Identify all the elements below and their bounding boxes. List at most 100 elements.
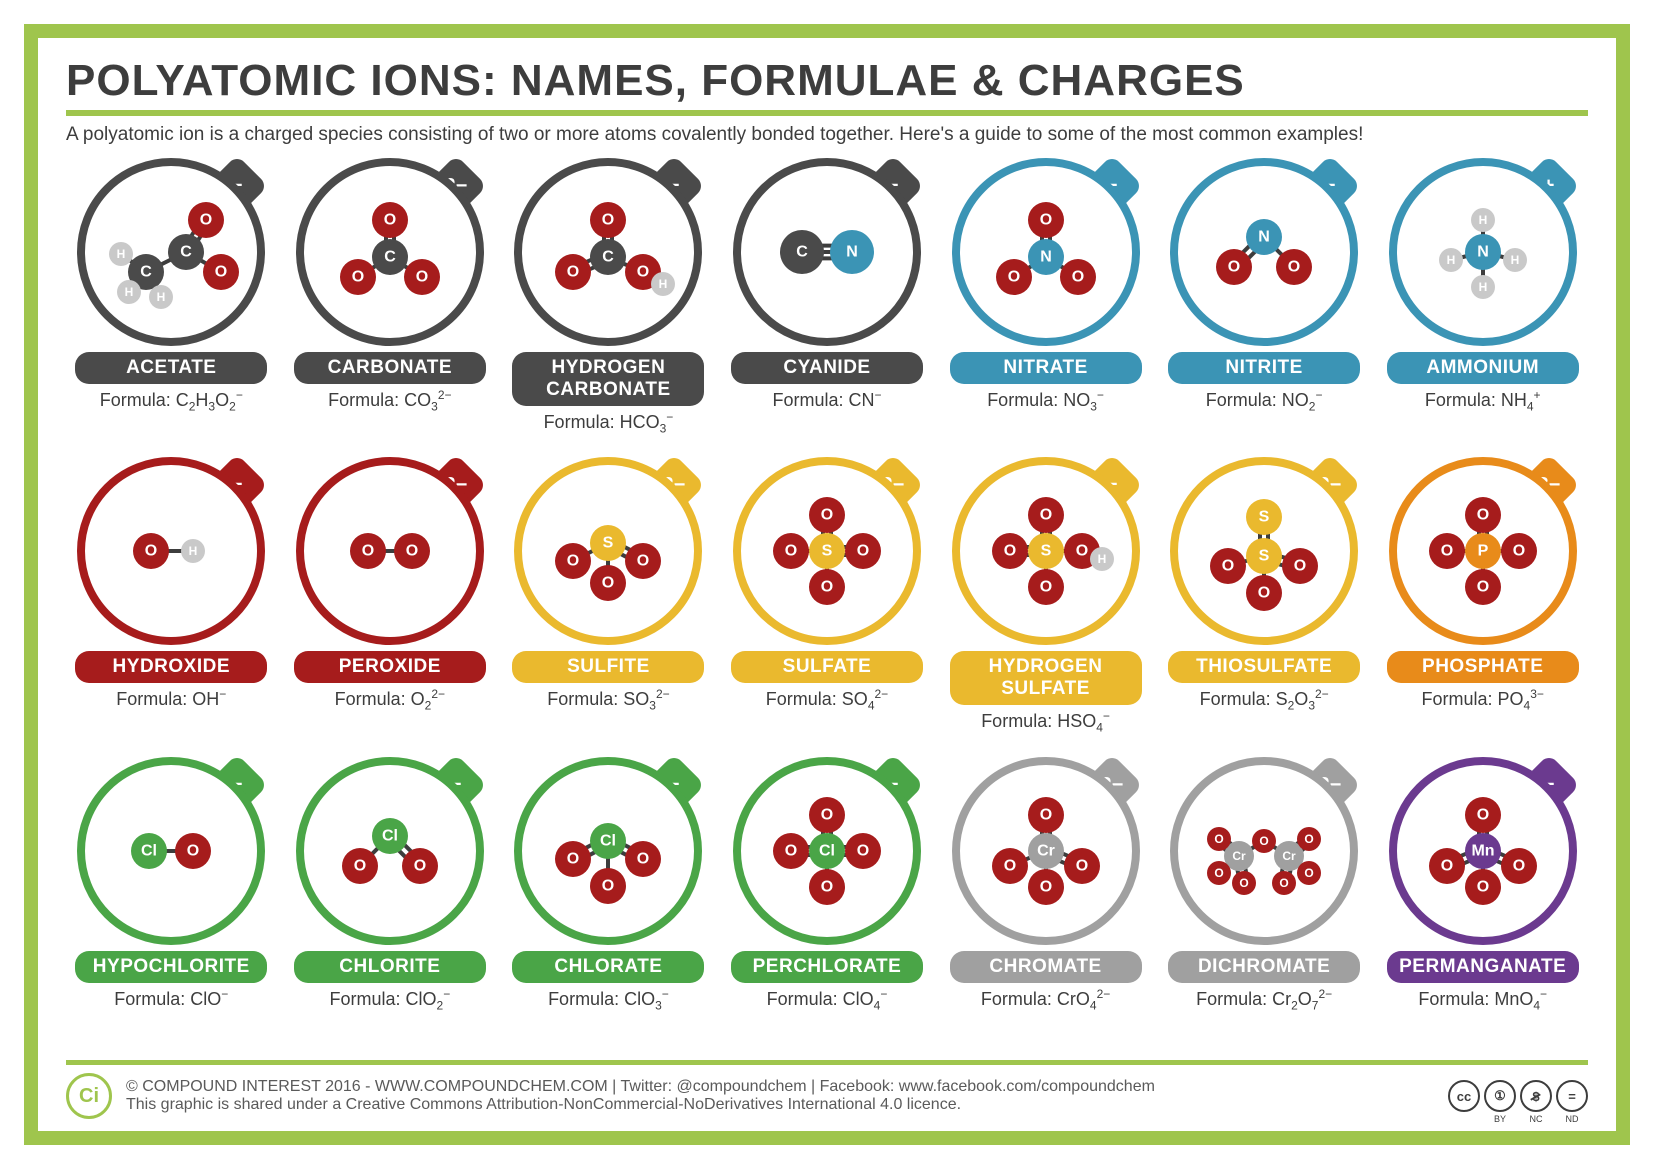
ion-formula: Formula: ClO− xyxy=(114,987,228,1010)
ion-circle: CrOOOO xyxy=(952,757,1140,945)
footer: Ci © COMPOUND INTEREST 2016 - WWW.COMPOU… xyxy=(66,1060,1588,1119)
ion-formula: Formula: S2O32− xyxy=(1200,687,1329,713)
ion-card: − ClO HYPOCHLORITE Formula: ClO− xyxy=(66,757,277,1050)
svg-text:O: O xyxy=(1007,269,1019,286)
svg-text:O: O xyxy=(1039,878,1051,895)
svg-text:O: O xyxy=(1003,857,1015,874)
ion-name-label: CHLORITE xyxy=(294,951,486,983)
svg-text:Cl: Cl xyxy=(141,842,157,859)
svg-text:O: O xyxy=(384,212,396,229)
svg-text:O: O xyxy=(1476,806,1488,823)
ion-circle: MnOOOO xyxy=(1389,757,1577,945)
svg-text:S: S xyxy=(603,535,614,552)
svg-text:O: O xyxy=(1228,259,1240,276)
ion-name-label: CHROMATE xyxy=(950,951,1142,983)
ion-circle: POOOO xyxy=(1389,457,1577,645)
ion-name-label: NITRATE xyxy=(950,352,1142,384)
ion-formula: Formula: NH4+ xyxy=(1425,388,1541,414)
svg-text:O: O xyxy=(785,842,797,859)
ion-card: + NHHHH AMMONIUM Formula: NH4+ xyxy=(1377,158,1588,451)
ion-card: − COOOH HYDROGEN CARBONATE Formula: HCO3… xyxy=(503,158,714,451)
ion-name-label: HYPOCHLORITE xyxy=(75,951,267,983)
svg-text:H: H xyxy=(1478,280,1487,294)
svg-text:O: O xyxy=(1288,259,1300,276)
ion-formula: Formula: ClO4− xyxy=(767,987,888,1013)
ion-formula: Formula: Cr2O72− xyxy=(1196,987,1332,1013)
ion-circle: ClOOOO xyxy=(733,757,921,945)
svg-text:O: O xyxy=(821,806,833,823)
ion-formula: Formula: SO32− xyxy=(547,687,669,713)
footer-line1: © COMPOUND INTEREST 2016 - WWW.COMPOUNDC… xyxy=(126,1078,1155,1096)
svg-text:O: O xyxy=(354,857,366,874)
ion-circle: COOOH xyxy=(514,158,702,346)
ion-name-label: THIOSULFATE xyxy=(1168,651,1360,683)
ion-card: − NOO NITRITE Formula: NO2− xyxy=(1159,158,1370,451)
svg-text:O: O xyxy=(821,579,833,596)
svg-text:O: O xyxy=(1476,579,1488,596)
svg-text:H: H xyxy=(1446,253,1455,267)
ion-formula: Formula: HCO3− xyxy=(544,410,674,436)
svg-text:O: O xyxy=(602,575,614,592)
svg-text:Cr: Cr xyxy=(1037,842,1055,859)
svg-text:O: O xyxy=(1071,269,1083,286)
svg-text:H: H xyxy=(1478,213,1487,227)
footer-text: © COMPOUND INTEREST 2016 - WWW.COMPOUNDC… xyxy=(126,1078,1155,1114)
svg-text:O: O xyxy=(637,553,649,570)
ion-card: 2− SOOOO SULFATE Formula: SO42− xyxy=(722,457,933,750)
svg-text:H: H xyxy=(125,285,134,299)
svg-text:O: O xyxy=(215,264,227,281)
page-title: POLYATOMIC IONS: NAMES, FORMULAE & CHARG… xyxy=(66,56,1588,106)
svg-text:O: O xyxy=(1075,543,1087,560)
ion-name-label: SULFATE xyxy=(731,651,923,683)
svg-text:O: O xyxy=(1259,834,1268,848)
svg-text:O: O xyxy=(567,850,579,867)
cc-badge-icon: $NC xyxy=(1520,1080,1552,1112)
ion-name-label: ACETATE xyxy=(75,352,267,384)
svg-text:O: O xyxy=(1039,579,1051,596)
ion-card: 2− COOO CARBONATE Formula: CO32− xyxy=(285,158,496,451)
ion-formula: Formula: PO43− xyxy=(1422,687,1544,713)
ion-card: − SOOOOH HYDROGEN SULFATE Formula: HSO4− xyxy=(940,457,1151,750)
svg-text:O: O xyxy=(602,212,614,229)
ion-name-label: AMMONIUM xyxy=(1387,352,1579,384)
svg-text:O: O xyxy=(1304,866,1313,880)
svg-text:Mn: Mn xyxy=(1471,842,1494,859)
svg-text:O: O xyxy=(1512,857,1524,874)
svg-text:O: O xyxy=(1440,543,1452,560)
svg-text:O: O xyxy=(1039,806,1051,823)
ion-card: 2− SOOO SULFITE Formula: SO32− xyxy=(503,457,714,750)
cc-badges: cc①BY$NC=ND xyxy=(1448,1080,1588,1112)
ion-circle: CCOOHHH xyxy=(77,158,265,346)
svg-text:Cl: Cl xyxy=(600,832,616,849)
ci-logo-icon: Ci xyxy=(66,1073,112,1119)
svg-text:O: O xyxy=(857,543,869,560)
ion-circle: NOO xyxy=(1170,158,1358,346)
svg-text:O: O xyxy=(416,269,428,286)
ion-formula: Formula: HSO4− xyxy=(981,709,1110,735)
ion-name-label: HYDROGEN CARBONATE xyxy=(512,352,704,406)
ion-circle: COOO xyxy=(296,158,484,346)
svg-text:S: S xyxy=(822,543,833,560)
svg-text:O: O xyxy=(352,269,364,286)
ion-circle: OO xyxy=(296,457,484,645)
ion-formula: Formula: ClO2− xyxy=(329,987,450,1013)
ion-formula: Formula: CrO42− xyxy=(981,987,1110,1013)
svg-text:Cl: Cl xyxy=(382,827,398,844)
ion-circle: ClOO xyxy=(296,757,484,945)
svg-text:C: C xyxy=(796,244,808,261)
svg-text:P: P xyxy=(1477,543,1488,560)
ion-name-label: SULFITE xyxy=(512,651,704,683)
ion-name-label: HYDROXIDE xyxy=(75,651,267,683)
svg-text:O: O xyxy=(145,543,157,560)
ion-circle: OH xyxy=(77,457,265,645)
svg-text:O: O xyxy=(1304,832,1313,846)
ion-card: 3− POOOO PHOSPHATE Formula: PO43− xyxy=(1377,457,1588,750)
svg-text:O: O xyxy=(362,543,374,560)
svg-text:S: S xyxy=(1259,548,1270,565)
ion-card: 2− CrCrOOOOOOO DICHROMATE Formula: Cr2O7… xyxy=(1159,757,1370,1050)
svg-text:O: O xyxy=(1476,878,1488,895)
ion-name-label: CYANIDE xyxy=(731,352,923,384)
svg-text:O: O xyxy=(200,212,212,229)
ion-circle: CN xyxy=(733,158,921,346)
svg-text:O: O xyxy=(1258,585,1270,602)
